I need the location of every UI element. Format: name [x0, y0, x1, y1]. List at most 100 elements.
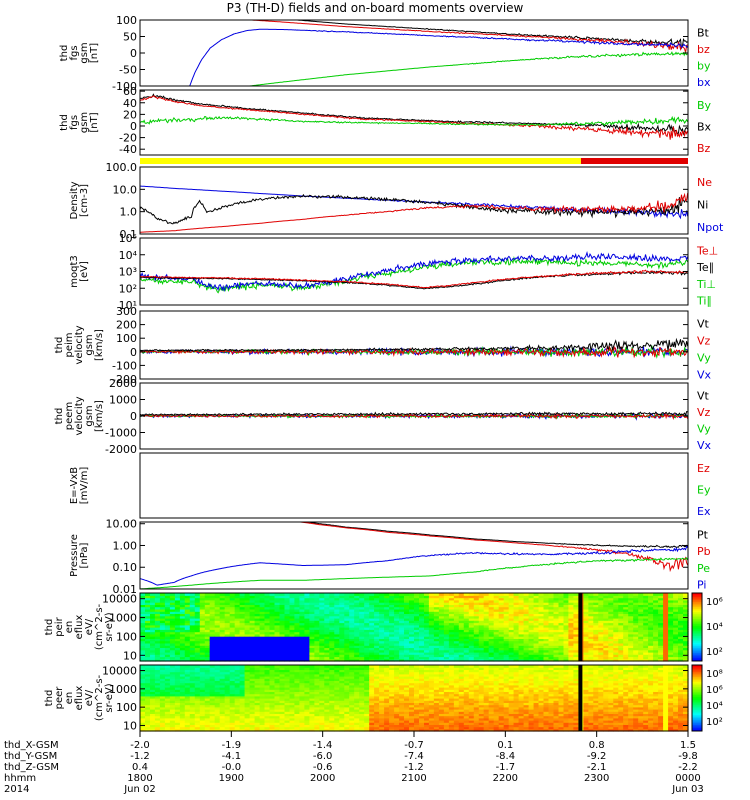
y-tick-label: 0 — [130, 120, 137, 133]
x-axis-row-label: hhmm — [4, 773, 36, 784]
panel-frame — [139, 237, 689, 306]
y-axis-label: (cm^2-s- — [94, 674, 105, 721]
panel-frame — [139, 452, 689, 519]
y-axis-label: thd — [59, 114, 70, 131]
legend-Te∥: Te∥ — [696, 261, 714, 274]
x-tick-label: -1.2 — [404, 762, 424, 773]
x-tick-label: -1.9 — [222, 740, 242, 751]
x-tick-label: -0.0 — [222, 762, 242, 773]
colorbar-tick-label: 10² — [706, 717, 723, 728]
spectrogram-cells — [140, 665, 689, 732]
y-axis-label: eflux — [74, 686, 85, 711]
legend-Vz: Vz — [697, 335, 711, 348]
y-tick-label: -100 — [112, 359, 137, 372]
y-tick-label: 10³ — [119, 266, 137, 279]
colorbar-tick-label: 10⁶ — [706, 597, 723, 608]
y-axis-label: gsm — [79, 42, 90, 63]
y-axis-label: [nT] — [89, 112, 100, 132]
legend-Ti⊥: Ti⊥ — [696, 278, 716, 291]
legend-bz: bz — [697, 43, 710, 56]
panel-frame — [139, 89, 689, 156]
series-Bz — [139, 95, 689, 140]
legend-Ey: Ey — [697, 484, 711, 497]
x-axis-row-label: thd_X-GSM — [4, 740, 59, 751]
x-tick-label: 2100 — [401, 773, 426, 784]
panel-ion_spectrogram: 10⁶ 10⁴ 10² 10000 1000 100 10 thd peir en eflux eV/… — [44, 592, 723, 662]
panel-frame — [139, 592, 689, 662]
y-axis-label: eflux — [74, 615, 85, 640]
legend-Pe: Pe — [697, 562, 710, 575]
y-tick-label: 1.00 — [113, 539, 138, 552]
y-tick-label: 10000 — [102, 593, 137, 606]
series-bx — [189, 28, 689, 87]
y-tick-label: 50 — [123, 31, 137, 44]
legend-Pi: Pi — [697, 579, 706, 592]
y-tick-label: 100 — [116, 332, 137, 345]
y-tick-label: -200 — [112, 373, 137, 386]
y-tick-label: 0 — [130, 410, 137, 423]
colorbar-tick-label: 10⁶ — [706, 685, 723, 696]
y-axis-label: fgs — [69, 115, 80, 130]
y-tick-label: 10.00 — [106, 518, 138, 531]
y-tick-label: 100 — [116, 701, 137, 714]
x-axis-row-label: thd_Z-GSM — [4, 762, 59, 773]
y-tick-label: 0.10 — [113, 561, 138, 574]
y-axis-label: thd — [44, 619, 55, 636]
series-Ti∥ — [139, 251, 689, 292]
data-gap-stripe — [578, 593, 583, 661]
x-tick-label: -6.0 — [313, 751, 333, 762]
y-axis-label: gsm — [84, 334, 95, 355]
y-axis-label: sr-eV) — [104, 683, 115, 712]
panel-frame — [139, 310, 689, 380]
y-axis-label: peir — [54, 616, 65, 636]
legend-Vt: Vt — [697, 318, 710, 331]
panel-frame — [139, 166, 689, 235]
y-tick-label: -20 — [119, 132, 137, 145]
y-tick-label: 0 — [130, 346, 137, 359]
legend-Vx: Vx — [697, 369, 712, 382]
y-tick-label: 100.0 — [106, 161, 138, 174]
y-tick-label: 200 — [116, 319, 137, 332]
x-tick-label: 0.8 — [589, 740, 605, 751]
y-axis-label: gsm — [84, 405, 95, 426]
y-tick-label: 1.0 — [120, 206, 138, 219]
legend-Pt: Pt — [697, 528, 709, 541]
x-tick-label: 2000 — [310, 773, 335, 784]
x-tick-label: -1.2 — [130, 751, 150, 762]
y-tick-label: 60 — [123, 85, 137, 98]
y-tick-label: 10000 — [102, 665, 137, 678]
series-Ni — [139, 193, 688, 225]
data-gap-stripe — [578, 665, 583, 731]
x-tick-label: 2300 — [584, 773, 609, 784]
x-tick-label: -2.2 — [678, 762, 698, 773]
y-axis-label: peem — [64, 402, 75, 430]
y-tick-label: 100 — [116, 14, 137, 27]
x-tick-label: -9.8 — [678, 751, 698, 762]
series-Pb — [294, 521, 689, 573]
y-tick-label: -1000 — [105, 427, 137, 440]
y-axis-label: peer — [54, 686, 65, 710]
series-Pi — [139, 545, 689, 586]
legend-Ne: Ne — [697, 176, 712, 189]
spectrogram-cells — [140, 593, 689, 662]
y-tick-label: 1000 — [109, 683, 137, 696]
legend-Ni: Ni — [697, 199, 708, 212]
panel-pressure: 10.00 1.00 0.10 0.01 Pressure [nPa] Pt Pb Pe Pi — [69, 518, 711, 596]
y-axis-label: en — [64, 692, 75, 705]
x-tick-label: -0.6 — [313, 762, 333, 773]
x-tick-label: 0000 — [675, 773, 700, 784]
legend-By: By — [697, 99, 712, 112]
legend-Ti∥: Ti∥ — [696, 295, 712, 308]
panel-efield: E=-VxB [mV/m] Ez Ey Ex — [69, 452, 711, 519]
y-axis-label: velocity — [74, 325, 85, 364]
y-tick-label: 2000 — [109, 377, 137, 390]
series-Ne — [140, 192, 689, 233]
y-axis-label: eV/ — [84, 689, 95, 706]
y-tick-label: 40 — [123, 97, 137, 110]
x-tick-label: 1900 — [219, 773, 244, 784]
colorbar: 10⁶ 10⁴ 10² — [691, 592, 723, 662]
series-Vt — [139, 337, 689, 353]
y-tick-label: -50 — [119, 64, 137, 77]
